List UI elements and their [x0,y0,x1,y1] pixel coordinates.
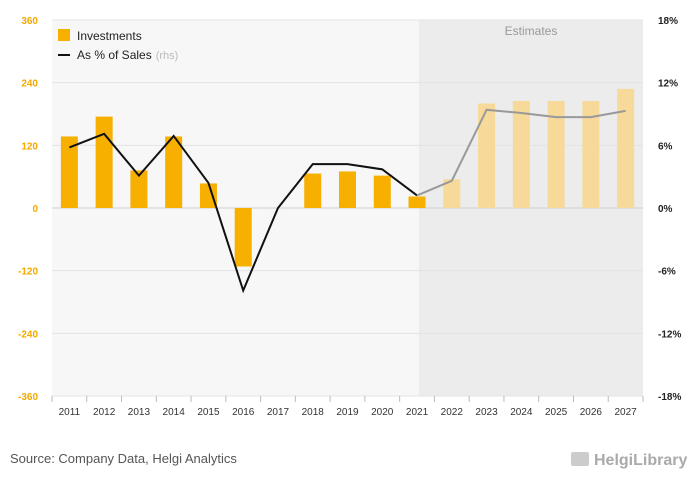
right-axis-ticks: -18% -12% -6% 0% 6% 12% 18% [658,16,681,403]
sales-share-estimate-line [416,108,626,197]
legend-rhs-note: (rhs) [156,50,179,62]
x-tick-label: 2013 [128,407,151,418]
bar [199,183,217,208]
bar [547,100,565,208]
x-tick-label: 2021 [406,407,429,418]
x-tick-label: 2014 [163,407,186,418]
bar [512,100,530,208]
right-tick-label: -18% [658,392,681,403]
legend-sales-share-label: As % of Sales [77,48,152,62]
gridlines [52,19,643,397]
bar [373,175,391,208]
left-tick-label: 240 [21,79,38,90]
bar [95,116,113,208]
x-tick-label: 2025 [545,407,568,418]
x-tick-label: 2017 [267,407,290,418]
legend: Investments As % of Sales (rhs) [58,29,178,62]
bar [130,170,148,208]
left-tick-label: -120 [18,267,38,278]
left-tick-label: 0 [32,204,38,215]
bar-series [60,88,635,267]
right-tick-label: -12% [658,329,681,340]
right-tick-label: -6% [658,267,676,278]
x-tick-label: 2022 [441,407,464,418]
x-tick-label: 2027 [614,407,637,418]
x-tick-label: 2026 [580,407,603,418]
estimates-label: Estimates [505,24,558,38]
x-tick-label: 2019 [336,407,359,418]
bar [443,179,461,208]
bar [339,171,356,208]
bar [60,136,78,208]
legend-bar-swatch [58,29,70,41]
helgi-library-logo: HelgiLibrary [571,452,687,469]
bar [165,136,183,208]
logo-icon [571,452,589,466]
x-tick-label: 2024 [510,407,533,418]
right-tick-label: 18% [658,16,678,27]
source-note: Source: Company Data, Helgi Analytics [10,451,237,466]
left-axis-ticks: -360 -240 -120 0 120 240 360 [18,16,38,403]
x-tick-label: 2020 [371,407,394,418]
x-tick-label: 2023 [475,407,498,418]
legend-investments: Investments [77,29,142,43]
left-tick-label: 120 [21,141,38,152]
sales-share-line [69,132,418,294]
x-tick-label: 2012 [93,407,116,418]
left-tick-label: -240 [18,329,38,340]
x-tick-label: 2011 [59,407,81,418]
x-tick-label: 2018 [302,407,325,418]
legend-sales-share: As % of Sales (rhs) [77,48,178,62]
right-tick-label: 6% [658,141,673,152]
left-tick-label: 360 [21,16,38,27]
left-tick-label: -360 [18,392,38,403]
bar [304,173,322,208]
bar [478,103,496,208]
x-tick-label: 2016 [232,407,255,418]
bar [234,208,252,267]
right-tick-label: 12% [658,79,678,90]
line-series [69,108,626,294]
x-axis-ticks: 2011 2012 2013 2014 2015 2016 2017 2018 2019 2020… [51,396,644,418]
x-tick-label: 2015 [197,407,220,418]
bar [582,100,600,208]
bar [617,88,635,208]
logo-text: HelgiLibrary [594,452,687,469]
bar [408,196,426,208]
right-tick-label: 0% [658,204,673,215]
